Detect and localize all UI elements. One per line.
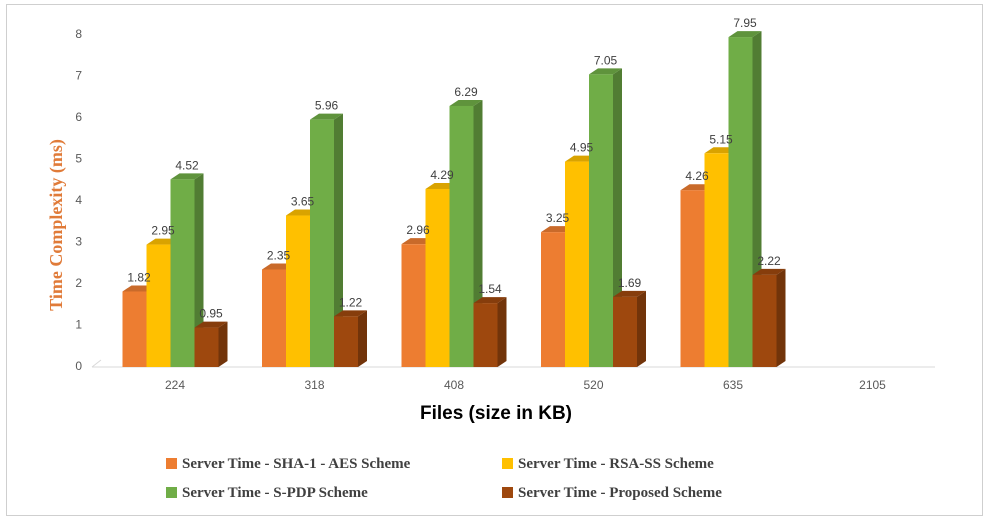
bar-front bbox=[122, 291, 147, 367]
bar bbox=[310, 113, 343, 367]
data-label: 0.95 bbox=[199, 307, 223, 321]
bar-front bbox=[589, 74, 613, 368]
bar-front bbox=[680, 190, 705, 367]
data-label: 2.96 bbox=[406, 223, 430, 237]
y-tick-label: 5 bbox=[75, 152, 82, 166]
bar-layer bbox=[122, 31, 786, 368]
bar-side bbox=[637, 290, 646, 367]
bar-front bbox=[401, 244, 426, 367]
legend-swatch-rsa-ss bbox=[502, 458, 513, 469]
bar-side bbox=[218, 321, 228, 367]
data-label: 4.95 bbox=[570, 141, 594, 155]
y-tick-label: 3 bbox=[75, 235, 82, 249]
bar-front bbox=[449, 105, 474, 367]
bar-top bbox=[334, 310, 367, 317]
x-axis-title: Files (size in KB) bbox=[420, 403, 572, 424]
bar-side bbox=[334, 113, 343, 367]
legend-swatch-sha1-aes bbox=[166, 458, 177, 469]
data-label: 5.15 bbox=[709, 132, 733, 146]
legend-swatch-proposed bbox=[502, 487, 513, 498]
tick-layer: 0 1 2 3 4 5 6 7 8 224 318 408 520 635 2105 bbox=[75, 27, 886, 392]
x-tick-label: 408 bbox=[444, 378, 464, 392]
legend: Server Time - SHA-1 - AES Scheme Server … bbox=[166, 456, 722, 501]
bar-top bbox=[752, 268, 786, 275]
bar-front bbox=[146, 244, 171, 367]
y-tick-label: 7 bbox=[75, 69, 82, 83]
bar-front bbox=[310, 119, 334, 367]
bar-front bbox=[541, 232, 565, 367]
data-label: 4.52 bbox=[175, 158, 199, 172]
bar-front bbox=[565, 161, 589, 367]
bar bbox=[170, 173, 204, 367]
y-axis-title: Time Complexity (ms) bbox=[46, 139, 67, 311]
bar-front bbox=[704, 153, 729, 367]
data-label: 4.26 bbox=[685, 169, 709, 183]
legend-label-sha1-aes: Server Time - SHA-1 - AES Scheme bbox=[182, 456, 411, 472]
data-label: 3.65 bbox=[291, 195, 315, 209]
bar-front bbox=[286, 215, 310, 367]
bar-front bbox=[425, 188, 450, 367]
y-tick-label: 0 bbox=[75, 359, 82, 373]
data-label: 7.05 bbox=[594, 53, 618, 67]
x-tick-label: 224 bbox=[165, 378, 185, 392]
bar bbox=[752, 268, 786, 367]
bar-top bbox=[449, 99, 483, 106]
x-tick-label: 520 bbox=[583, 378, 603, 392]
bar-side bbox=[776, 268, 786, 367]
bar-front bbox=[613, 296, 637, 367]
bar bbox=[473, 297, 507, 367]
bar-side bbox=[497, 297, 507, 367]
bar-front bbox=[752, 274, 777, 367]
y-tick-label: 1 bbox=[75, 318, 82, 332]
bar-side bbox=[613, 68, 622, 368]
data-label: 4.29 bbox=[430, 168, 454, 182]
bar bbox=[613, 290, 646, 367]
x-tick-label: 635 bbox=[723, 378, 743, 392]
data-label: 7.95 bbox=[733, 16, 757, 30]
y-tick-label: 2 bbox=[75, 276, 82, 290]
data-label: 5.96 bbox=[315, 99, 339, 113]
bar bbox=[194, 321, 228, 367]
y-tick-label: 6 bbox=[75, 110, 82, 124]
legend-label-rsa-ss: Server Time - RSA-SS Scheme bbox=[518, 456, 714, 472]
bar-top bbox=[194, 321, 228, 328]
bar-top bbox=[728, 31, 762, 38]
bar-top bbox=[589, 68, 622, 75]
bar-top bbox=[170, 173, 204, 180]
y-tick-label: 4 bbox=[75, 193, 82, 207]
bar-front bbox=[473, 303, 498, 367]
bar-front bbox=[262, 269, 286, 367]
data-label: 3.25 bbox=[546, 211, 570, 225]
data-label: 2.95 bbox=[151, 224, 175, 238]
bar-front bbox=[728, 37, 753, 367]
label-layer: 1.82 2.95 4.52 0.95 2.35 3.65 5.96 1.22 2.96 4.29… bbox=[127, 16, 781, 321]
data-label: 1.82 bbox=[127, 270, 151, 284]
y-tick-label: 8 bbox=[75, 27, 82, 41]
legend-label-s-pdp: Server Time - S-PDP Scheme bbox=[182, 485, 368, 501]
x-tick-label: 318 bbox=[304, 378, 324, 392]
x-tick-label: 2105 bbox=[859, 378, 886, 392]
data-label: 1.69 bbox=[618, 276, 642, 290]
data-label: 2.35 bbox=[267, 248, 291, 262]
bar-top bbox=[613, 290, 646, 297]
bar-front bbox=[334, 316, 358, 367]
bar bbox=[589, 68, 622, 368]
bar-top bbox=[473, 297, 507, 304]
bar-front bbox=[194, 327, 219, 367]
data-label: 1.54 bbox=[478, 282, 502, 296]
data-label: 6.29 bbox=[454, 85, 478, 99]
legend-label-proposed: Server Time - Proposed Scheme bbox=[518, 485, 722, 501]
data-label: 1.22 bbox=[339, 295, 363, 309]
x-axis-depth-line bbox=[91, 359, 102, 368]
bar-top bbox=[310, 113, 343, 120]
bar-front bbox=[170, 179, 195, 367]
bar bbox=[334, 310, 367, 367]
bar-side bbox=[194, 173, 204, 367]
data-label: 2.22 bbox=[757, 254, 781, 268]
legend-swatch-s-pdp bbox=[166, 487, 177, 498]
axis-layer bbox=[91, 359, 935, 368]
bar-side bbox=[358, 310, 367, 367]
